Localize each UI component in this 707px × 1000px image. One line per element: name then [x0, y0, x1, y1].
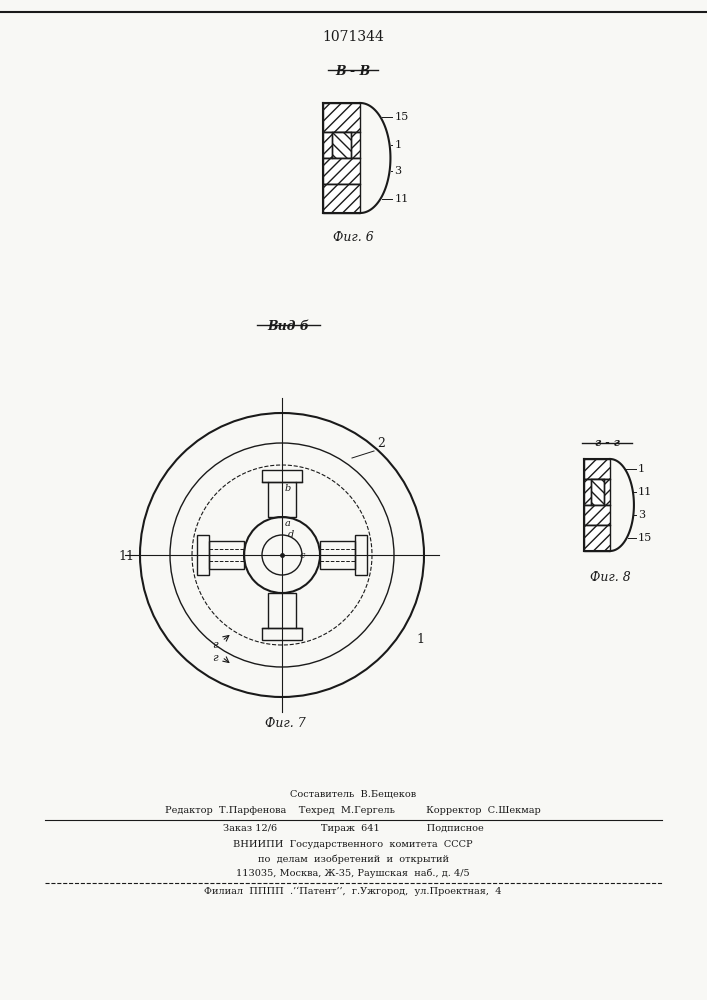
Text: 3: 3: [638, 510, 645, 520]
Text: Редактор  Т.Парфенова    Техред  М.Гергель          Корректор  С.Шекмар: Редактор Т.Парфенова Техред М.Гергель Ко…: [165, 806, 541, 815]
Text: г - г: г - г: [595, 437, 619, 448]
Bar: [332, 132, 351, 158]
Bar: [584, 479, 610, 505]
Text: a: a: [285, 519, 291, 528]
Bar: [262, 628, 302, 640]
Text: B - B: B - B: [335, 65, 370, 78]
Bar: [323, 103, 360, 132]
Bar: [355, 535, 367, 575]
Bar: [323, 158, 360, 184]
Text: г: г: [212, 653, 218, 663]
Text: 15: 15: [638, 533, 652, 543]
Text: 11: 11: [638, 487, 652, 497]
Text: Фиг. 8: Фиг. 8: [590, 571, 631, 584]
Text: Фиг. 7: Фиг. 7: [264, 717, 305, 730]
Bar: [197, 535, 209, 575]
Text: Составитель  В.Бещеков: Составитель В.Бещеков: [290, 790, 416, 799]
Bar: [320, 541, 355, 569]
Text: 1: 1: [416, 633, 424, 646]
Bar: [323, 184, 360, 213]
Bar: [584, 459, 610, 479]
Bar: [262, 470, 302, 482]
Text: d: d: [288, 530, 294, 539]
Text: по  делам  изобретений  и  открытий: по делам изобретений и открытий: [257, 854, 448, 863]
Text: 113035, Москва, Ж-35, Раушская  наб., д. 4/5: 113035, Москва, Ж-35, Раушская наб., д. …: [236, 868, 470, 878]
Bar: [590, 479, 604, 505]
Text: 1: 1: [395, 140, 402, 150]
Bar: [584, 525, 610, 551]
Bar: [323, 132, 360, 158]
Text: Фиг. 6: Фиг. 6: [332, 231, 373, 244]
Text: b: b: [285, 484, 291, 493]
Bar: [268, 593, 296, 628]
Text: ВНИИПИ  Государственного  комитета  СССР: ВНИИПИ Государственного комитета СССР: [233, 840, 473, 849]
Text: 15: 15: [395, 112, 409, 122]
Text: 1071344: 1071344: [322, 30, 384, 44]
Text: c: c: [300, 551, 305, 560]
Text: Заказ 12/6              Тираж  641               Подписное: Заказ 12/6 Тираж 641 Подписное: [223, 824, 484, 833]
Bar: [584, 505, 610, 525]
Text: 11: 11: [395, 194, 409, 204]
Text: 2: 2: [377, 437, 385, 450]
Text: Вид б: Вид б: [267, 320, 309, 333]
Bar: [209, 541, 244, 569]
Text: Филиал  ПППП  .’‘Патент’’,  г.Ужгород,  ул.Проектная,  4: Филиал ПППП .’‘Патент’’, г.Ужгород, ул.П…: [204, 887, 502, 896]
Text: г: г: [212, 640, 218, 650]
Text: 11: 11: [118, 550, 134, 563]
Text: 3: 3: [395, 166, 402, 176]
Bar: [268, 482, 296, 517]
Text: 1: 1: [638, 464, 645, 474]
